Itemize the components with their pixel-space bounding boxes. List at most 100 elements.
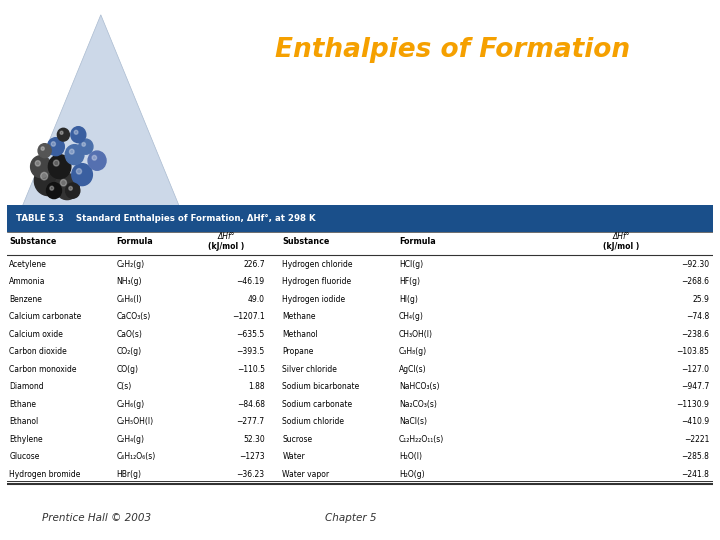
Text: Formula: Formula: [117, 237, 153, 246]
Text: −127.0: −127.0: [681, 364, 709, 374]
Text: −947.7: −947.7: [681, 382, 709, 391]
Circle shape: [76, 168, 81, 174]
Text: −277.7: −277.7: [237, 417, 265, 426]
Text: Sodium bicarbonate: Sodium bicarbonate: [282, 382, 359, 391]
Text: −393.5: −393.5: [236, 347, 265, 356]
Text: −241.8: −241.8: [681, 470, 709, 478]
Text: Sodium chloride: Sodium chloride: [282, 417, 344, 426]
Text: HF(g): HF(g): [399, 277, 420, 286]
Circle shape: [82, 143, 86, 146]
Text: C₂H₆(g): C₂H₆(g): [117, 400, 145, 409]
Text: −1130.9: −1130.9: [676, 400, 709, 409]
Text: CH₃OH(l): CH₃OH(l): [399, 329, 433, 339]
Text: −238.6: −238.6: [681, 329, 709, 339]
Text: CaO(s): CaO(s): [117, 329, 143, 339]
Text: Hydrogen iodide: Hydrogen iodide: [282, 295, 346, 303]
Text: Sodium carbonate: Sodium carbonate: [282, 400, 353, 409]
Text: C₆H₆(l): C₆H₆(l): [117, 295, 142, 303]
Text: Glucose: Glucose: [9, 452, 40, 461]
Circle shape: [55, 174, 79, 200]
Text: Propane: Propane: [282, 347, 314, 356]
Text: (kJ/mol ): (kJ/mol ): [208, 242, 244, 251]
Text: TABLE 5.3    Standard Enthalpies of Formation, ΔHf°, at 298 K: TABLE 5.3 Standard Enthalpies of Formati…: [16, 214, 315, 224]
Text: H₂O(l): H₂O(l): [399, 452, 422, 461]
Circle shape: [47, 183, 61, 199]
Circle shape: [60, 131, 63, 134]
Circle shape: [51, 141, 55, 146]
Text: Substance: Substance: [9, 237, 57, 246]
Text: Methanol: Methanol: [282, 329, 318, 339]
Text: Diamond: Diamond: [9, 382, 44, 391]
Text: Chapter 5: Chapter 5: [325, 513, 377, 523]
Circle shape: [92, 156, 96, 160]
Text: −1273: −1273: [239, 452, 265, 461]
Text: Water: Water: [282, 452, 305, 461]
Text: ΔHf°: ΔHf°: [612, 232, 630, 241]
Text: HBr(g): HBr(g): [117, 470, 142, 478]
Text: 25.9: 25.9: [693, 295, 709, 303]
Text: 49.0: 49.0: [248, 295, 265, 303]
Text: C₂H₂(g): C₂H₂(g): [117, 260, 145, 268]
Text: Formula: Formula: [399, 237, 436, 246]
Text: C₃H₈(g): C₃H₈(g): [399, 347, 427, 356]
Text: −1207.1: −1207.1: [232, 312, 265, 321]
Text: −635.5: −635.5: [236, 329, 265, 339]
Text: −285.8: −285.8: [681, 452, 709, 461]
Text: Enthalpies of Formation: Enthalpies of Formation: [274, 37, 630, 63]
Circle shape: [71, 127, 86, 143]
Circle shape: [69, 149, 74, 154]
Text: Calcium carbonate: Calcium carbonate: [9, 312, 81, 321]
Text: HCl(g): HCl(g): [399, 260, 423, 268]
Circle shape: [58, 129, 69, 141]
Text: ΔHf°: ΔHf°: [217, 232, 235, 241]
Text: Carbon monoxide: Carbon monoxide: [9, 364, 77, 374]
Circle shape: [40, 172, 48, 180]
Text: C₆H₁₂O₆(s): C₆H₁₂O₆(s): [117, 452, 156, 461]
Circle shape: [53, 160, 59, 166]
Text: Methane: Methane: [282, 312, 316, 321]
Text: CaCO₃(s): CaCO₃(s): [117, 312, 150, 321]
Text: 226.7: 226.7: [243, 260, 265, 268]
Text: NaHCO₃(s): NaHCO₃(s): [399, 382, 439, 391]
Text: −36.23: −36.23: [237, 470, 265, 478]
Text: Hydrogen fluoride: Hydrogen fluoride: [282, 277, 351, 286]
Text: Ammonia: Ammonia: [9, 277, 46, 286]
Text: Ethane: Ethane: [9, 400, 36, 409]
Text: −110.5: −110.5: [237, 364, 265, 374]
Text: C(s): C(s): [117, 382, 132, 391]
Text: Sucrose: Sucrose: [282, 435, 312, 443]
Text: C₂H₄(g): C₂H₄(g): [117, 435, 145, 443]
Text: Ethylene: Ethylene: [9, 435, 43, 443]
Text: Calcium oxide: Calcium oxide: [9, 329, 63, 339]
Text: Water vapor: Water vapor: [282, 470, 330, 478]
Circle shape: [31, 156, 51, 178]
Text: Prentice Hall © 2003: Prentice Hall © 2003: [42, 513, 152, 523]
Text: −92.30: −92.30: [681, 260, 709, 268]
Text: Hydrogen chloride: Hydrogen chloride: [282, 260, 353, 268]
Text: CO(g): CO(g): [117, 364, 138, 374]
Text: −103.85: −103.85: [676, 347, 709, 356]
Text: HI(g): HI(g): [399, 295, 418, 303]
Text: Na₂CO₃(s): Na₂CO₃(s): [399, 400, 437, 409]
Text: −2221: −2221: [684, 435, 709, 443]
Text: Substance: Substance: [282, 237, 330, 246]
Text: Acetylene: Acetylene: [9, 260, 48, 268]
Text: −74.8: −74.8: [686, 312, 709, 321]
Circle shape: [35, 166, 63, 195]
Text: Benzene: Benzene: [9, 295, 42, 303]
Circle shape: [66, 183, 80, 198]
Circle shape: [69, 186, 73, 190]
Text: CH₄(g): CH₄(g): [399, 312, 423, 321]
Text: CO₂(g): CO₂(g): [117, 347, 142, 356]
Text: H₂O(g): H₂O(g): [399, 470, 424, 478]
Circle shape: [41, 147, 45, 150]
Circle shape: [35, 160, 40, 166]
Circle shape: [60, 179, 66, 186]
Circle shape: [38, 144, 51, 158]
Text: −84.68: −84.68: [237, 400, 265, 409]
Text: −268.6: −268.6: [681, 277, 709, 286]
Text: NaCl(s): NaCl(s): [399, 417, 427, 426]
Text: Ethanol: Ethanol: [9, 417, 39, 426]
Text: (kJ/mol ): (kJ/mol ): [603, 242, 639, 251]
Text: Carbon dioxide: Carbon dioxide: [9, 347, 67, 356]
